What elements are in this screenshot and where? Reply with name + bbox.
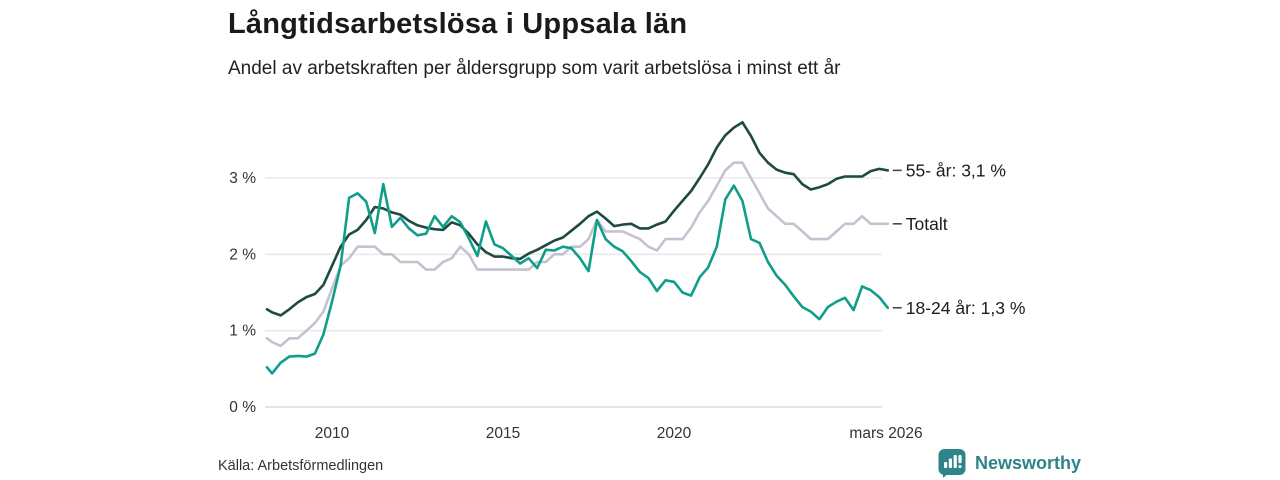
source-note: Källa: Arbetsförmedlingen xyxy=(218,458,384,474)
series-label-18-24 år: 18-24 år: 1,3 % xyxy=(906,298,1026,318)
y-tick-label: 2 % xyxy=(229,246,256,263)
x-tick-label: 2020 xyxy=(657,425,692,442)
series-line-Totalt xyxy=(265,161,890,348)
page-title: Långtidsarbetslösa i Uppsala län xyxy=(228,8,688,40)
y-tick-label: 0 % xyxy=(229,399,256,416)
series-line-18-24 år xyxy=(265,182,890,375)
series-line-55- år xyxy=(265,121,890,317)
series-label-55- år: 55- år: 3,1 % xyxy=(906,160,1006,180)
x-tick-label: mars 2026 xyxy=(849,425,922,442)
brand-name: Newsworthy xyxy=(975,452,1082,473)
y-tick-label: 3 % xyxy=(229,170,256,187)
newsworthy-logo-icon xyxy=(938,449,966,478)
x-tick-label: 2010 xyxy=(315,425,350,442)
x-tick-label: 2015 xyxy=(486,425,520,442)
series-label-Totalt: Totalt xyxy=(906,214,948,234)
brand-lockup: Newsworthy xyxy=(938,448,1081,478)
chart-subtitle: Andel av arbetskraften per åldersgrupp s… xyxy=(228,58,841,79)
y-tick-label: 1 % xyxy=(229,323,256,340)
